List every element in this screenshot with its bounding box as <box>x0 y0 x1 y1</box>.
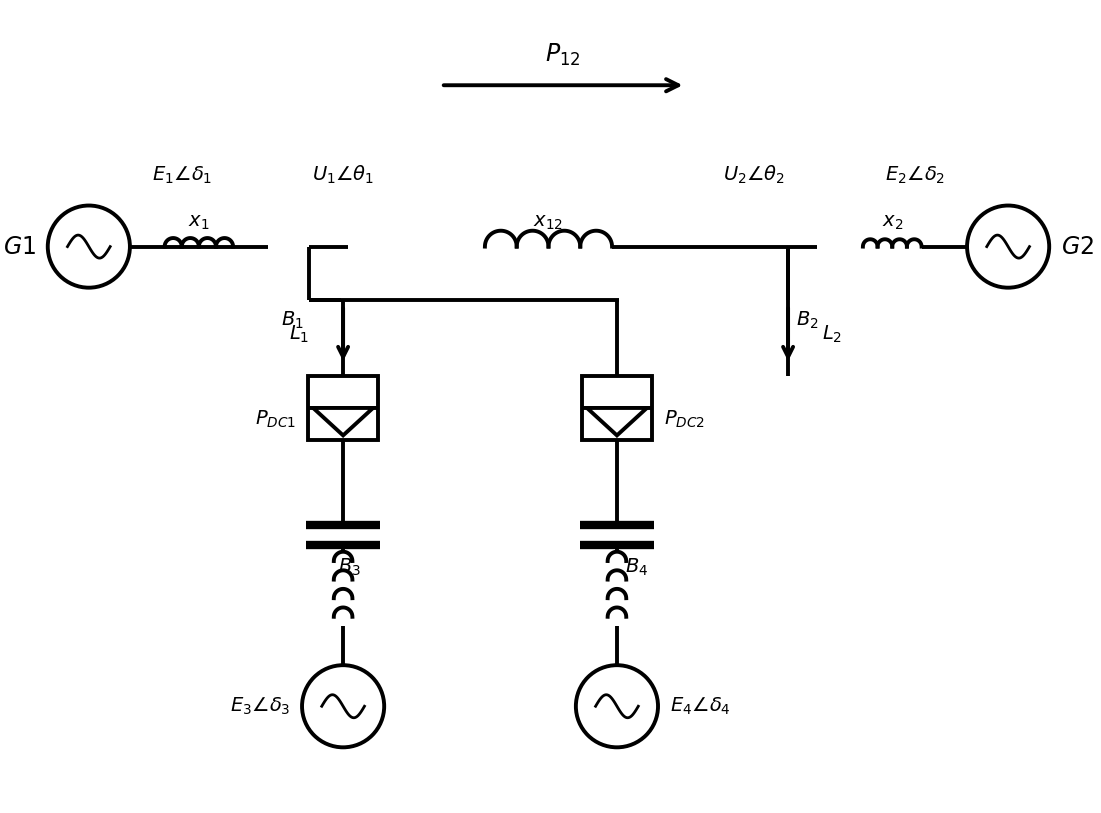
Bar <box>581 376 652 441</box>
Text: $E_2\angle\delta_2$: $E_2\angle\delta_2$ <box>885 165 946 186</box>
Text: $B_3$: $B_3$ <box>338 557 361 578</box>
Text: $P_{12}$: $P_{12}$ <box>545 41 581 67</box>
Text: $P_{DC1}$: $P_{DC1}$ <box>255 409 296 430</box>
Text: $x_2$: $x_2$ <box>882 213 903 232</box>
Text: $B_2$: $B_2$ <box>796 311 818 332</box>
Text: $x_{12}$: $x_{12}$ <box>534 213 564 232</box>
Circle shape <box>967 206 1049 288</box>
Text: $E_1\angle\delta_1$: $E_1\angle\delta_1$ <box>152 165 211 186</box>
Text: $B_1$: $B_1$ <box>281 311 304 332</box>
Circle shape <box>302 665 384 747</box>
Text: $E_4\angle\delta_4$: $E_4\angle\delta_4$ <box>669 696 731 717</box>
Polygon shape <box>587 408 647 436</box>
Text: $B_4$: $B_4$ <box>624 557 648 578</box>
Text: $U_1\angle\theta_1$: $U_1\angle\theta_1$ <box>312 163 374 186</box>
Text: $L_2$: $L_2$ <box>822 324 842 346</box>
Text: $x_1$: $x_1$ <box>188 213 209 232</box>
Bar <box>308 376 379 441</box>
Text: $L_1$: $L_1$ <box>288 324 309 346</box>
Text: $G2$: $G2$ <box>1061 235 1094 259</box>
Circle shape <box>47 206 130 288</box>
Text: $E_3\angle\delta_3$: $E_3\angle\delta_3$ <box>230 696 291 717</box>
Text: $U_2\angle\theta_2$: $U_2\angle\theta_2$ <box>722 163 785 186</box>
Text: $P_{DC2}$: $P_{DC2}$ <box>664 409 705 430</box>
Polygon shape <box>313 408 373 436</box>
Text: $G1$: $G1$ <box>3 235 36 259</box>
Circle shape <box>576 665 658 747</box>
